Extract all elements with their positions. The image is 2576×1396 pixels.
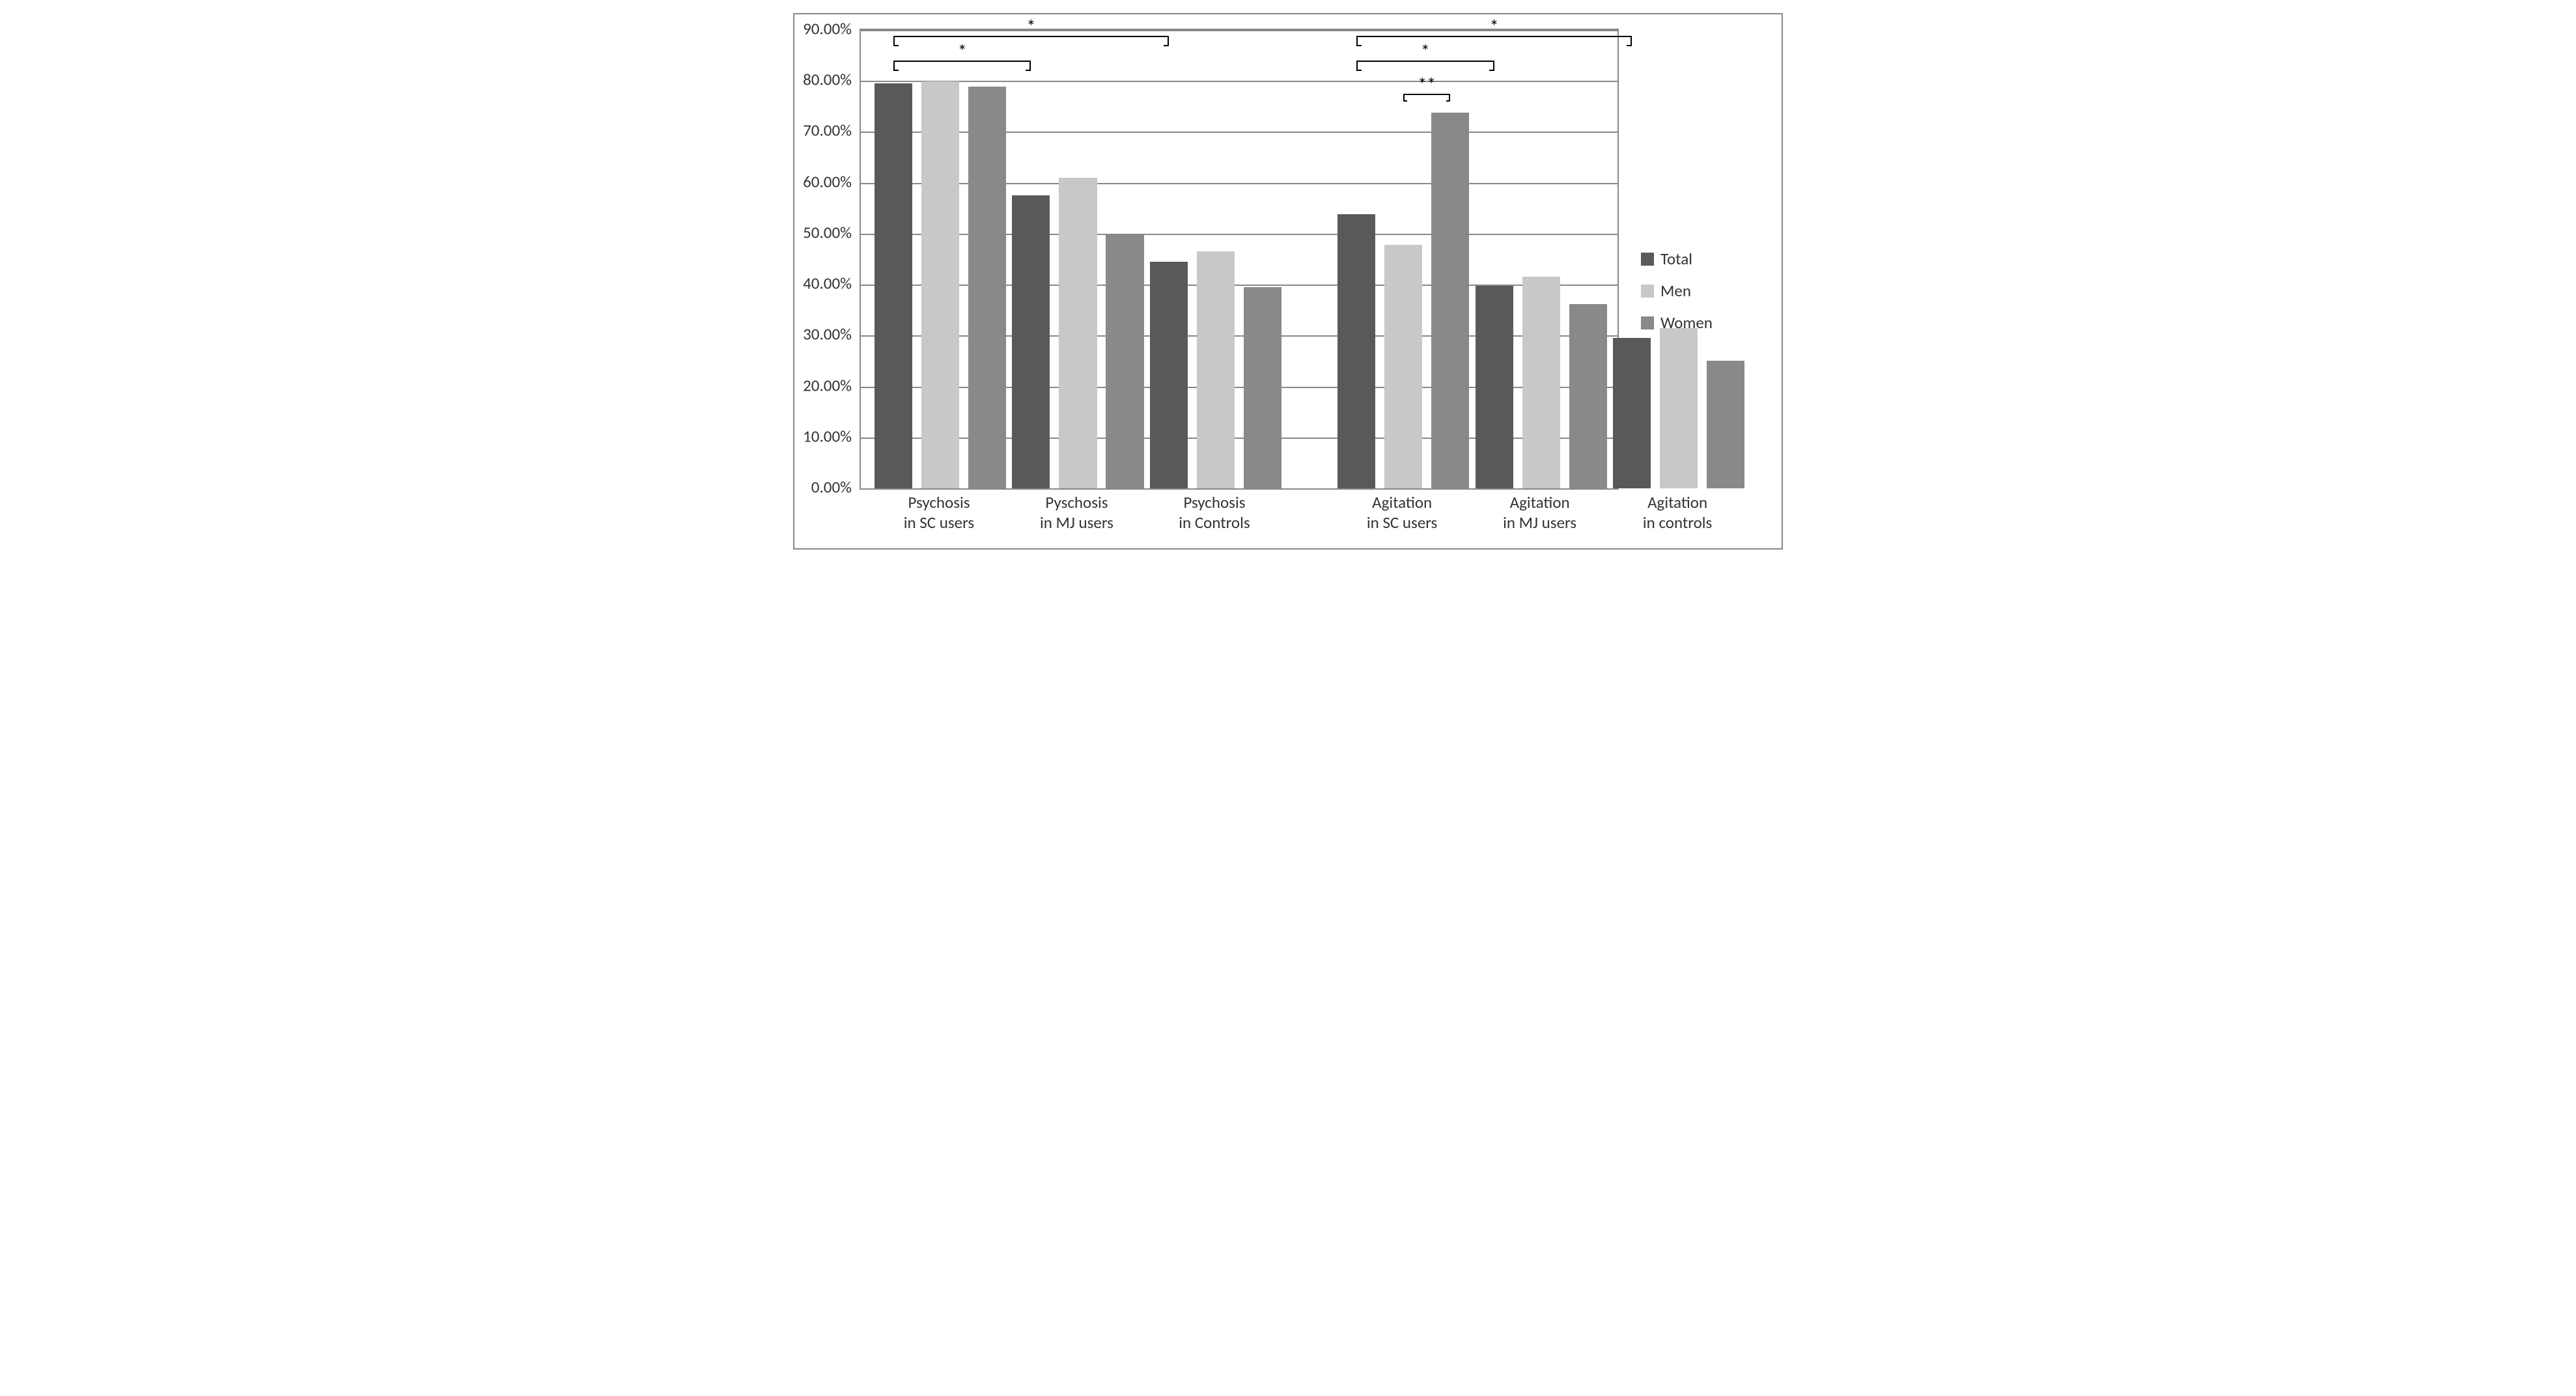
plot-area: ****** xyxy=(860,29,1619,490)
significance-bracket xyxy=(893,45,899,46)
legend-item: Total xyxy=(1641,249,1713,269)
significance-bracket xyxy=(1356,70,1362,71)
bar xyxy=(1522,277,1560,488)
gridline xyxy=(861,30,1617,31)
significance-bracket xyxy=(1449,94,1450,100)
legend: Total Men Women xyxy=(1641,249,1713,344)
significance-label: * xyxy=(1026,15,1035,38)
significance-bracket xyxy=(1356,45,1362,46)
legend-item: Men xyxy=(1641,281,1713,301)
bar xyxy=(1613,338,1651,488)
bar xyxy=(1476,286,1513,488)
x-axis-label: Agitation in controls xyxy=(1612,492,1743,533)
significance-bracket xyxy=(1403,94,1405,100)
significance-bracket xyxy=(1356,36,1358,45)
significance-label: * xyxy=(1490,15,1499,38)
x-axis-label: Pyschosis in MJ users xyxy=(1011,492,1141,533)
bar xyxy=(1384,245,1422,488)
y-tick-label: 70.00% xyxy=(803,120,852,141)
significance-bracket xyxy=(1627,45,1632,46)
significance-bracket xyxy=(1403,100,1407,102)
x-axis-label: Psychosis in Controls xyxy=(1149,492,1280,533)
legend-label: Women xyxy=(1660,313,1713,333)
x-axis-label: Agitation in MJ users xyxy=(1475,492,1605,533)
y-tick-label: 40.00% xyxy=(803,273,852,294)
bar xyxy=(1337,214,1375,488)
significance-bracket xyxy=(893,61,895,70)
bar xyxy=(1244,287,1281,488)
bar xyxy=(921,81,959,488)
significance-label: ** xyxy=(1418,73,1436,96)
gridline xyxy=(861,81,1617,82)
y-tick-label: 10.00% xyxy=(803,426,852,446)
bar xyxy=(968,87,1006,488)
significance-bracket xyxy=(1356,61,1358,70)
x-axis-label: Agitation in SC users xyxy=(1337,492,1467,533)
bar xyxy=(1059,178,1097,488)
significance-label: * xyxy=(1421,40,1430,63)
significance-bracket xyxy=(893,36,895,45)
significance-label: * xyxy=(958,40,967,63)
y-tick-label: 0.00% xyxy=(811,477,852,497)
bar xyxy=(1150,262,1188,488)
significance-bracket xyxy=(1168,36,1169,45)
significance-bracket xyxy=(1164,45,1169,46)
bar xyxy=(1431,113,1469,488)
bar xyxy=(1106,234,1143,488)
significance-bracket xyxy=(893,70,899,71)
y-tick-label: 30.00% xyxy=(803,324,852,344)
legend-label: Total xyxy=(1660,249,1692,269)
legend-swatch xyxy=(1641,253,1654,266)
legend-swatch xyxy=(1641,316,1654,329)
chart-frame: ******0.00%10.00%20.00%30.00%40.00%50.00… xyxy=(793,13,1783,550)
x-axis-label: Psychosis in SC users xyxy=(874,492,1004,533)
legend-label: Men xyxy=(1660,281,1691,301)
y-tick-label: 20.00% xyxy=(803,375,852,395)
bar xyxy=(1660,328,1698,488)
legend-swatch xyxy=(1641,285,1654,298)
significance-bracket xyxy=(1493,61,1494,70)
y-tick-label: 50.00% xyxy=(803,222,852,242)
bar xyxy=(1707,361,1744,488)
significance-bracket xyxy=(1026,70,1031,71)
significance-bracket xyxy=(1029,61,1031,70)
bar xyxy=(875,83,912,488)
significance-bracket xyxy=(1631,36,1632,45)
y-tick-label: 60.00% xyxy=(803,171,852,191)
y-tick-label: 80.00% xyxy=(803,70,852,90)
y-tick-label: 90.00% xyxy=(803,19,852,39)
legend-item: Women xyxy=(1641,313,1713,333)
significance-bracket xyxy=(1446,100,1450,102)
significance-bracket xyxy=(1489,70,1494,71)
bar xyxy=(1197,251,1235,488)
bar xyxy=(1569,304,1607,488)
bar xyxy=(1012,195,1050,488)
